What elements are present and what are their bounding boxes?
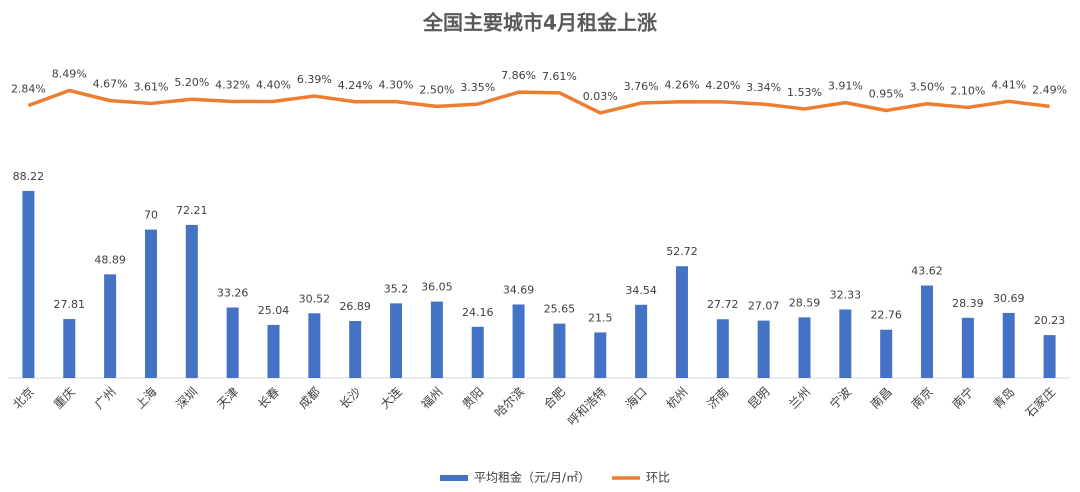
- line-value-label: 4.20%: [705, 79, 740, 92]
- bar-value-label: 36.05: [421, 281, 453, 294]
- line: [27, 88, 1050, 115]
- bar-value-label: 27.72: [707, 298, 739, 311]
- bar: [512, 304, 525, 378]
- bar: [757, 320, 770, 378]
- bar: [267, 324, 280, 378]
- bar-value-label: 52.72: [666, 245, 698, 258]
- bar: [635, 304, 648, 378]
- bar: [185, 224, 198, 378]
- bar-value-label: 27.07: [748, 300, 780, 313]
- line-value-label: 7.61%: [542, 70, 577, 83]
- line-value-label: 2.49%: [1032, 83, 1067, 96]
- bar-value-label: 70: [144, 209, 158, 222]
- bar: [63, 319, 76, 378]
- bar-value-label: 72.21: [176, 204, 208, 217]
- bar-value-label: 43.62: [911, 265, 943, 278]
- line-value-label: 4.40%: [256, 78, 291, 91]
- bar: [716, 319, 729, 378]
- bar: [921, 285, 934, 378]
- line-value-label: 3.61%: [133, 80, 168, 93]
- bar-value-label: 28.39: [952, 297, 984, 310]
- bar-value-label: 30.52: [299, 292, 331, 305]
- line-value-label: 3.91%: [828, 80, 863, 93]
- line-value-label: 4.26%: [664, 79, 699, 92]
- bar: [961, 317, 974, 378]
- bar: [880, 329, 893, 378]
- bar-value-label: 24.16: [462, 306, 494, 319]
- bar-value-label: 20.23: [1034, 314, 1066, 327]
- bar: [308, 313, 321, 378]
- bar-value-label: 88.22: [13, 170, 45, 183]
- bar: [1002, 312, 1015, 378]
- bar-value-label: 21.5: [588, 311, 613, 324]
- bar-value-label: 35.2: [384, 282, 409, 295]
- bar: [104, 274, 117, 378]
- line-value-label: 1.53%: [787, 86, 822, 99]
- line-value-label: 0.03%: [583, 90, 618, 103]
- line-value-label: 2.50%: [419, 83, 454, 96]
- line-value-label: 8.49%: [52, 68, 87, 81]
- line-value-label: 4.41%: [991, 78, 1026, 91]
- bar: [553, 323, 566, 378]
- bar-value-label: 25.04: [258, 304, 290, 317]
- bar: [839, 309, 852, 378]
- legend-swatch: [440, 475, 468, 481]
- bar: [22, 190, 35, 378]
- line-value-label: 4.24%: [338, 79, 373, 92]
- bar-value-label: 48.89: [94, 253, 126, 266]
- line-value-label: 2.10%: [950, 84, 985, 97]
- bar: [594, 332, 607, 378]
- bar-value-label: 26.89: [339, 300, 371, 313]
- line-value-label: 3.76%: [624, 80, 659, 93]
- line-value-label: 6.39%: [297, 73, 332, 86]
- bar: [144, 229, 157, 378]
- line-value-label: 3.34%: [746, 81, 781, 94]
- line-value-label: 5.20%: [174, 76, 209, 89]
- bar-value-label: 30.69: [993, 292, 1025, 305]
- line-value-label: 3.50%: [910, 81, 945, 94]
- bar: [675, 266, 688, 378]
- bar: [798, 317, 811, 378]
- line-value-label: 7.86%: [501, 69, 536, 82]
- line-value-label: 2.84%: [11, 82, 46, 95]
- bar-value-label: 32.33: [830, 288, 862, 301]
- bar-value-label: 33.26: [217, 286, 249, 299]
- bar-value-label: 28.59: [789, 296, 821, 309]
- line-value-label: 4.30%: [379, 79, 414, 92]
- bar: [1043, 335, 1056, 378]
- bar: [390, 303, 403, 378]
- bar: [430, 301, 443, 378]
- bar-value-label: 34.69: [503, 283, 535, 296]
- legend-label: 平均租金（元/月/㎡）: [474, 470, 590, 485]
- legend-label: 环比: [646, 471, 670, 485]
- line-value-label: 3.35%: [460, 81, 495, 94]
- bar-value-label: 27.81: [54, 298, 86, 311]
- bar: [226, 307, 239, 378]
- bar: [349, 320, 362, 378]
- bar: [471, 326, 484, 378]
- bar-value-label: 22.76: [870, 309, 902, 322]
- line-value-label: 0.95%: [869, 87, 904, 100]
- line-value-label: 4.67%: [93, 78, 128, 91]
- bar-value-label: 25.65: [544, 303, 576, 316]
- chart-title: 全国主要城市4月租金上涨: [422, 11, 657, 35]
- line-value-label: 4.32%: [215, 79, 250, 92]
- bar-value-label: 34.54: [625, 284, 657, 297]
